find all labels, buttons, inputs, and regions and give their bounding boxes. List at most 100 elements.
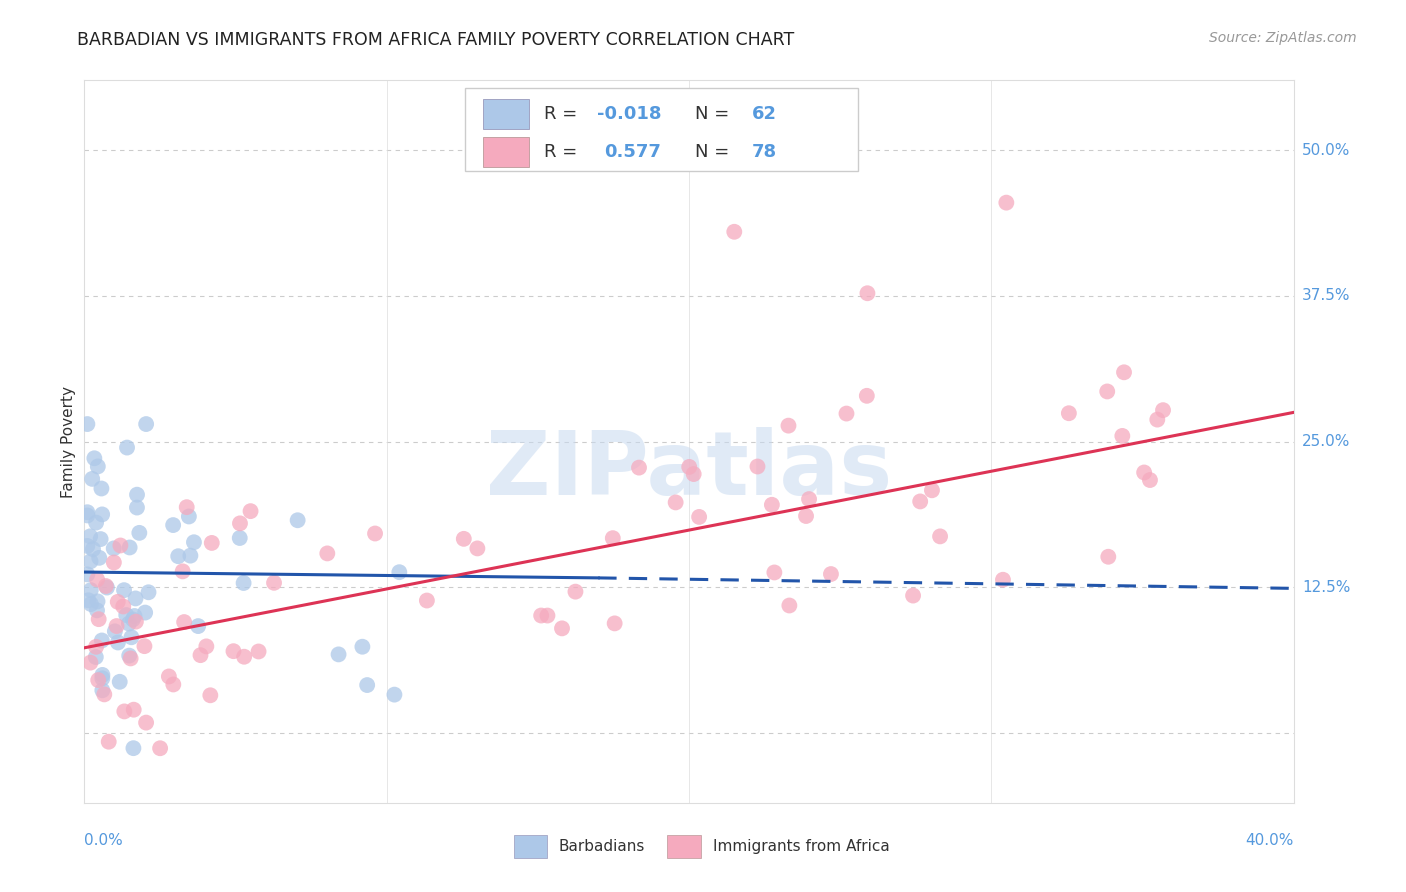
Point [388, 565, 411, 579]
Point [921, 483, 943, 498]
Point [328, 648, 350, 662]
Point [200, 688, 222, 702]
Point [551, 621, 574, 635]
Point [901, 589, 924, 603]
Point [110, 539, 132, 553]
Point [467, 541, 489, 556]
Point [90, 532, 112, 546]
Point [797, 492, 820, 507]
Text: Barbadians: Barbadians [558, 838, 645, 854]
Point [149, 741, 172, 756]
Point [91, 668, 114, 682]
Point [688, 510, 710, 524]
Point [80, 583, 103, 598]
Point [122, 703, 145, 717]
Point [87, 673, 110, 687]
Point [93, 687, 115, 701]
Point [856, 286, 879, 301]
Point [761, 498, 783, 512]
Point [128, 525, 150, 540]
Point [86, 573, 108, 587]
Text: 37.5%: 37.5% [1302, 288, 1350, 303]
Point [263, 575, 285, 590]
Point [91, 671, 114, 685]
Point [125, 500, 148, 515]
Point [453, 532, 475, 546]
Point [76, 417, 98, 431]
Point [112, 583, 135, 598]
Point [134, 606, 156, 620]
Point [96, 581, 118, 595]
Point [108, 674, 131, 689]
Point [991, 573, 1014, 587]
Point [134, 639, 156, 653]
Point [820, 567, 842, 582]
Text: 62: 62 [752, 105, 778, 123]
Point [87, 459, 110, 474]
Point [995, 195, 1018, 210]
Text: 12.5%: 12.5% [1302, 580, 1350, 595]
FancyBboxPatch shape [484, 99, 529, 129]
Point [602, 531, 624, 545]
FancyBboxPatch shape [513, 835, 547, 858]
Point [135, 715, 157, 730]
Point [103, 556, 125, 570]
Point [91, 683, 114, 698]
Point [176, 500, 198, 515]
Point [86, 594, 108, 608]
Point [929, 529, 952, 543]
Point [239, 504, 262, 518]
FancyBboxPatch shape [465, 87, 858, 170]
Point [105, 619, 128, 633]
Point [179, 549, 201, 563]
Point [82, 472, 104, 486]
Point [364, 526, 387, 541]
Point [1111, 429, 1133, 443]
Text: N =: N = [695, 144, 735, 161]
Point [1133, 466, 1156, 480]
Point [120, 651, 142, 665]
Text: 0.0%: 0.0% [84, 833, 124, 848]
Point [247, 644, 270, 658]
Point [627, 460, 650, 475]
Text: Immigrants from Africa: Immigrants from Africa [713, 838, 890, 854]
Text: 50.0%: 50.0% [1302, 143, 1350, 158]
Point [120, 630, 142, 644]
Point [763, 566, 786, 580]
Point [908, 494, 931, 508]
Text: R =: R = [544, 105, 583, 123]
Point [83, 451, 105, 466]
Point [162, 677, 184, 691]
Text: 0.577: 0.577 [605, 144, 661, 161]
Point [124, 609, 146, 624]
Point [87, 612, 110, 626]
Point [1112, 365, 1135, 379]
Point [77, 593, 100, 607]
Point [678, 459, 700, 474]
Point [530, 608, 553, 623]
Point [79, 529, 101, 543]
Point [125, 615, 148, 629]
Point [1139, 473, 1161, 487]
Point [79, 656, 101, 670]
Point [84, 516, 107, 530]
Point [82, 542, 104, 557]
Text: BARBADIAN VS IMMIGRANTS FROM AFRICA FAMILY POVERTY CORRELATION CHART: BARBADIAN VS IMMIGRANTS FROM AFRICA FAMI… [77, 31, 794, 49]
Point [76, 567, 98, 582]
Point [183, 535, 205, 549]
Point [89, 550, 111, 565]
Point [416, 593, 439, 607]
Point [682, 467, 704, 481]
FancyBboxPatch shape [668, 835, 702, 858]
Point [90, 633, 112, 648]
Point [122, 741, 145, 756]
Point [778, 418, 800, 433]
Point [603, 616, 626, 631]
Point [665, 495, 688, 509]
Point [856, 389, 879, 403]
Point [80, 597, 103, 611]
Y-axis label: Family Poverty: Family Poverty [60, 385, 76, 498]
Point [1097, 549, 1119, 564]
Point [76, 539, 98, 553]
Point [84, 640, 107, 654]
